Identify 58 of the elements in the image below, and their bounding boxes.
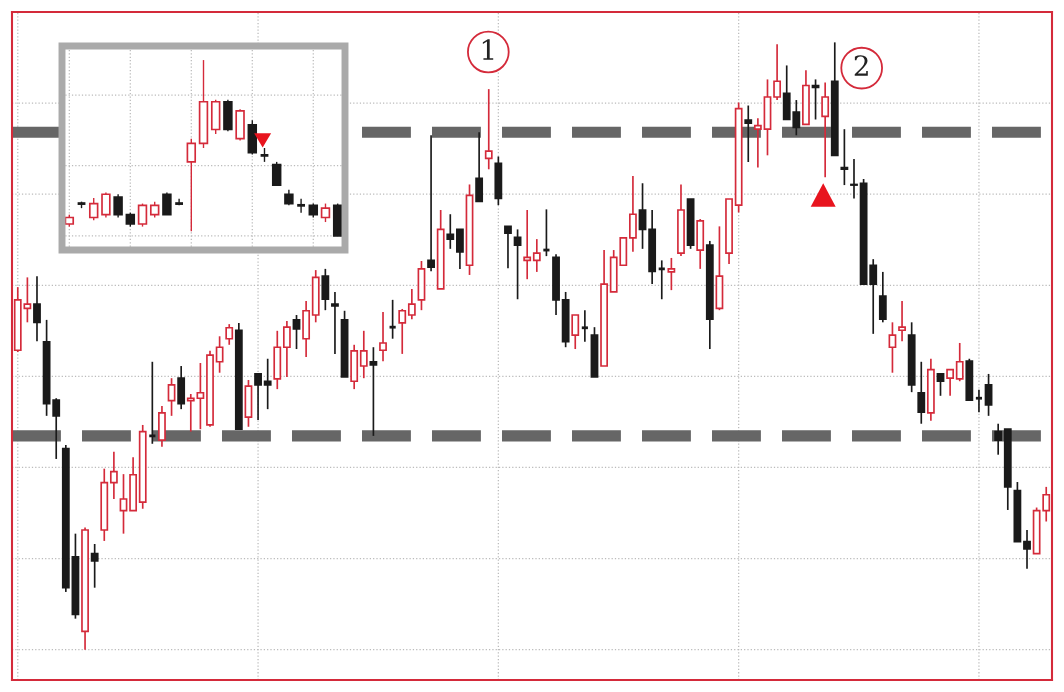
candlestick [295,198,307,214]
candlestick [888,321,897,374]
candlestick [225,323,234,346]
candlestick [898,300,906,342]
candlestick [369,346,378,437]
candlestick [878,271,887,324]
candlestick [320,202,331,223]
candlestick [119,473,128,535]
candlestick [955,342,964,383]
candlestick [484,88,493,171]
candlestick [407,288,416,321]
candlestick [504,225,512,270]
candlestick [379,311,387,363]
candlestick [33,275,41,342]
candlestick [282,320,291,378]
candlestick [946,368,955,397]
candlestick [101,191,111,219]
candlestick [917,360,926,425]
candlestick [331,291,339,355]
candlestick [580,309,590,343]
candlestick [88,197,99,221]
candlestick [113,193,123,219]
candlestick [109,450,118,500]
candlestick [1023,529,1031,570]
candlestick [292,314,301,350]
candlestick [215,335,224,374]
candlestick [271,161,282,186]
candlestick [629,175,637,253]
candlestick [638,182,647,250]
candlestick [753,117,762,169]
candlestick [657,259,667,301]
candlestick [744,104,753,163]
candlestick [162,191,172,216]
candlestick [571,314,580,350]
candlestick [427,134,435,273]
candlestick [523,209,532,281]
candlestick [359,329,368,380]
candlestick [321,268,330,312]
candlestick [513,228,522,301]
candlestick [850,158,858,200]
candlestick [821,81,830,179]
candlestick [667,257,676,291]
annotation: 2 [854,55,868,76]
candlestick [398,308,407,355]
annotation: 1 [482,39,494,60]
candlestick [446,213,455,250]
candlestick [984,373,993,417]
candlestick [254,373,262,421]
candlestick [773,43,782,101]
candlestick [475,131,484,203]
candlestick [90,543,99,589]
candlestick [456,228,464,270]
candlestick [974,388,984,414]
candlestick [994,422,1003,456]
candlestick [936,373,945,397]
candlestick [263,357,272,410]
candlestick [532,238,541,273]
candlestick [840,128,849,186]
